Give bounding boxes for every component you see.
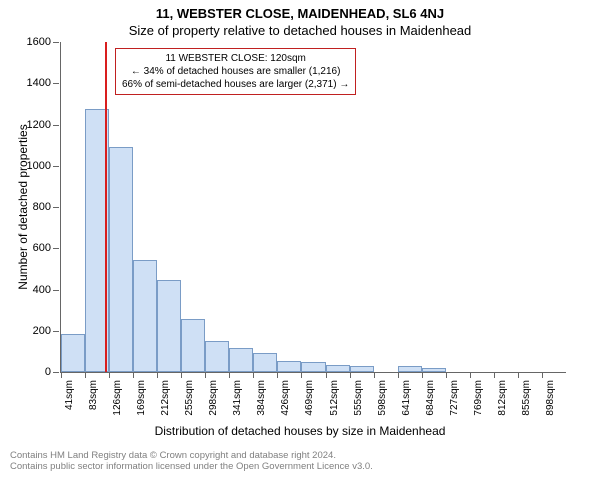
footer-attribution: Contains HM Land Registry data © Crown c… bbox=[10, 450, 373, 472]
x-tick bbox=[277, 372, 278, 378]
histogram-bar bbox=[133, 260, 157, 372]
x-tick bbox=[326, 372, 327, 378]
histogram-bar bbox=[326, 365, 350, 372]
histogram-bar bbox=[350, 366, 374, 372]
x-tick-label: 341sqm bbox=[232, 380, 243, 416]
x-tick-label: 41sqm bbox=[64, 380, 75, 410]
x-tick-label: 255sqm bbox=[184, 380, 195, 416]
x-tick-label: 684sqm bbox=[425, 380, 436, 416]
x-tick-label: 898sqm bbox=[545, 380, 556, 416]
x-tick bbox=[446, 372, 447, 378]
histogram-bar bbox=[157, 280, 181, 372]
y-tick-label: 1000 bbox=[27, 160, 51, 172]
annotation-box: 11 WEBSTER CLOSE: 120sqm ← 34% of detach… bbox=[115, 48, 356, 95]
x-tick bbox=[109, 372, 110, 378]
y-tick-label: 0 bbox=[45, 366, 51, 378]
y-tick bbox=[53, 125, 59, 126]
footer-line: Contains HM Land Registry data © Crown c… bbox=[10, 450, 373, 461]
y-tick bbox=[53, 248, 59, 249]
x-tick bbox=[350, 372, 351, 378]
y-tick bbox=[53, 83, 59, 84]
x-tick-label: 384sqm bbox=[256, 380, 267, 416]
x-tick bbox=[133, 372, 134, 378]
x-tick bbox=[494, 372, 495, 378]
x-tick-label: 426sqm bbox=[280, 380, 291, 416]
property-marker-line bbox=[105, 42, 107, 372]
x-tick bbox=[205, 372, 206, 378]
x-tick bbox=[542, 372, 543, 378]
x-tick-label: 298sqm bbox=[208, 380, 219, 416]
y-tick-label: 1600 bbox=[27, 36, 51, 48]
x-tick-label: 855sqm bbox=[521, 380, 532, 416]
x-tick-label: 169sqm bbox=[136, 380, 147, 416]
page-subtitle: Size of property relative to detached ho… bbox=[0, 21, 600, 38]
histogram-bar bbox=[229, 348, 253, 372]
annotation-line: ← 34% of detached houses are smaller (1,… bbox=[122, 65, 349, 78]
annotation-line: 11 WEBSTER CLOSE: 120sqm bbox=[122, 52, 349, 65]
x-tick-label: 469sqm bbox=[304, 380, 315, 416]
histogram-bar bbox=[301, 362, 325, 372]
histogram-bar bbox=[277, 361, 301, 372]
x-tick bbox=[181, 372, 182, 378]
x-tick-label: 512sqm bbox=[329, 380, 340, 416]
y-tick bbox=[53, 207, 59, 208]
y-tick-label: 600 bbox=[33, 242, 51, 254]
y-tick bbox=[53, 166, 59, 167]
histogram-bar bbox=[205, 341, 229, 372]
x-tick-label: 812sqm bbox=[497, 380, 508, 416]
x-tick bbox=[518, 372, 519, 378]
x-tick bbox=[85, 372, 86, 378]
y-tick bbox=[53, 372, 59, 373]
x-tick-label: 555sqm bbox=[353, 380, 364, 416]
y-tick-label: 1200 bbox=[27, 119, 51, 131]
y-tick bbox=[53, 331, 59, 332]
histogram-bar bbox=[109, 147, 133, 372]
x-tick bbox=[398, 372, 399, 378]
x-tick bbox=[374, 372, 375, 378]
x-tick bbox=[253, 372, 254, 378]
histogram-bar bbox=[422, 368, 446, 372]
y-tick-label: 200 bbox=[33, 325, 51, 337]
y-axis-label: Number of detached properties bbox=[16, 124, 30, 289]
y-tick-label: 800 bbox=[33, 201, 51, 213]
x-tick bbox=[61, 372, 62, 378]
x-tick bbox=[422, 372, 423, 378]
annotation-line: 66% of semi-detached houses are larger (… bbox=[122, 78, 349, 91]
histogram-bar bbox=[398, 366, 422, 372]
x-tick-label: 769sqm bbox=[473, 380, 484, 416]
histogram-bar bbox=[253, 353, 277, 372]
x-tick bbox=[157, 372, 158, 378]
x-tick bbox=[470, 372, 471, 378]
x-axis-label: Distribution of detached houses by size … bbox=[0, 424, 600, 438]
page-title: 11, WEBSTER CLOSE, MAIDENHEAD, SL6 4NJ bbox=[0, 0, 600, 21]
x-tick bbox=[301, 372, 302, 378]
y-tick-label: 400 bbox=[33, 284, 51, 296]
x-tick bbox=[229, 372, 230, 378]
x-tick-label: 212sqm bbox=[160, 380, 171, 416]
y-tick-label: 1400 bbox=[27, 77, 51, 89]
histogram-bar bbox=[61, 334, 85, 372]
x-tick-label: 126sqm bbox=[112, 380, 123, 416]
x-tick-label: 727sqm bbox=[449, 380, 460, 416]
y-tick bbox=[53, 290, 59, 291]
footer-line: Contains public sector information licen… bbox=[10, 461, 373, 472]
y-tick bbox=[53, 42, 59, 43]
x-tick-label: 641sqm bbox=[401, 380, 412, 416]
x-tick-label: 83sqm bbox=[88, 380, 99, 410]
x-tick-label: 598sqm bbox=[377, 380, 388, 416]
histogram-bar bbox=[181, 319, 205, 372]
